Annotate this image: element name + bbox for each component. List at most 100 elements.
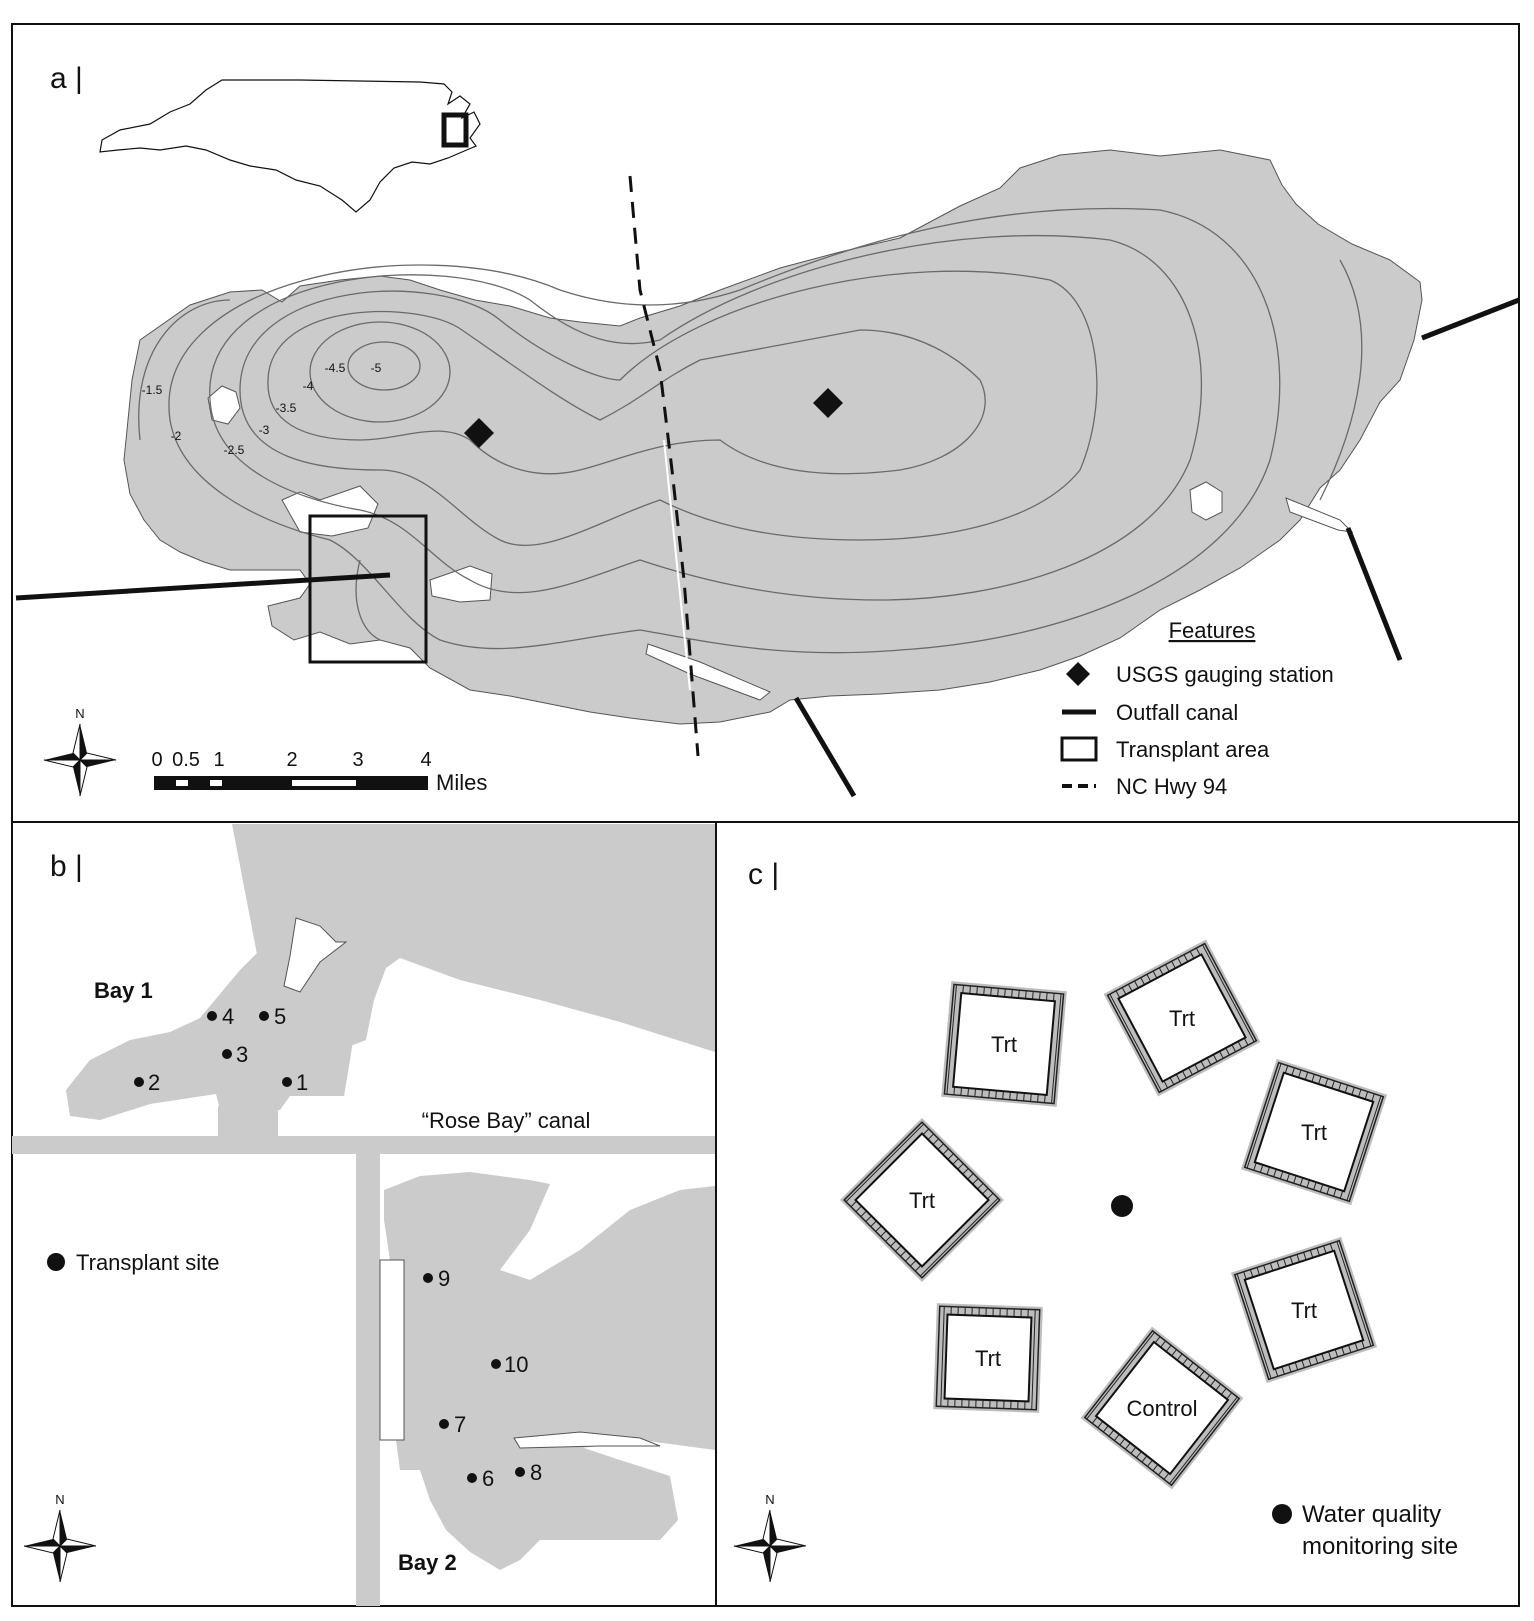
legend-item-label: Outfall canal: [1116, 700, 1238, 725]
open-rectangle-icon: [1060, 736, 1098, 762]
site-marker: [515, 1467, 525, 1477]
plot-label: Trt: [975, 1346, 1001, 1371]
site-label: 4: [222, 1004, 234, 1029]
plot-label: Trt: [1169, 1006, 1195, 1031]
water-quality-site-marker: [1111, 1195, 1133, 1217]
site-marker: [259, 1011, 269, 1021]
canal-inlet-south: [645, 643, 771, 701]
scale-tick: 0.5: [172, 749, 200, 771]
panel-c-label: c |: [748, 858, 779, 891]
depth-contours: [138, 207, 1363, 654]
legend-item-label: Transplant area: [1116, 737, 1270, 762]
inset-location-box: [441, 112, 469, 148]
site-label: 2: [148, 1070, 160, 1095]
legend-item-label: USGS gauging station: [1116, 662, 1334, 687]
land-strip: [379, 1259, 405, 1441]
plot-label: Trt: [909, 1188, 935, 1213]
nc-state-outline: [99, 79, 481, 213]
legend-title: Features: [1169, 618, 1256, 643]
contour-label: -3: [259, 423, 270, 437]
rose-bay-canal-label: “Rose Bay” canal: [422, 1108, 591, 1133]
site-label: 9: [438, 1266, 450, 1291]
transplant-area-box: [308, 514, 428, 664]
panel-c: c | Trt Trt Trt Trt Trt Trt Control Water qual…: [715, 821, 1520, 1607]
site-label: 6: [482, 1466, 494, 1491]
north-label-a: N: [75, 706, 84, 721]
site-label: 7: [454, 1412, 466, 1437]
site-marker: [439, 1419, 449, 1429]
scale-unit: Miles: [436, 770, 487, 795]
contour-label: -3.5: [276, 401, 297, 415]
panel-a: a | -5 -4.5 -4 -3.5: [11, 23, 1520, 823]
bay2-inlet: [513, 1431, 661, 1449]
site-marker: [282, 1077, 292, 1087]
transplant-site-legend-icon: [47, 1253, 65, 1271]
site-marker: [134, 1077, 144, 1087]
contour-label: -2.5: [224, 443, 245, 457]
contour-label: -4.5: [325, 361, 346, 375]
panel-a-label: a |: [50, 62, 83, 95]
canal-vertical: [356, 1150, 380, 1606]
site-marker: [222, 1049, 232, 1059]
site-marker: [467, 1473, 477, 1483]
site-label: 10: [504, 1352, 528, 1377]
treatment-plot: Trt: [941, 981, 1067, 1107]
outfall-canal-northeast: [1421, 297, 1520, 341]
treatment-plot: Trt: [933, 1303, 1043, 1413]
contour-label: -4: [303, 379, 314, 393]
transplant-site-legend: Transplant site: [76, 1250, 219, 1275]
scale-bar: 0 0.5 1 2 3 4 Miles: [151, 749, 487, 795]
canal-inlet-east: [1285, 497, 1354, 533]
island-bay1: [283, 917, 348, 993]
bay-2-label: Bay 2: [398, 1550, 457, 1575]
rose-bay-canal: [12, 1136, 716, 1154]
site-marker: [491, 1359, 501, 1369]
scale-tick: 4: [420, 749, 431, 771]
island-east: [1189, 481, 1223, 521]
site-label: 8: [530, 1460, 542, 1485]
island-west: [207, 385, 241, 425]
plot-label: Control: [1127, 1396, 1198, 1421]
diamond-icon: [1066, 662, 1090, 686]
water-quality-legend-line1: Water quality: [1302, 1501, 1441, 1528]
north-label-b: N: [55, 1492, 64, 1507]
outfall-canal-west: [15, 572, 391, 601]
scale-tick: 1: [213, 749, 224, 771]
treatment-plot: Trt: [1240, 1058, 1388, 1206]
scale-tick: 3: [352, 749, 363, 771]
gauging-station-west: [464, 418, 494, 448]
north-label-c: N: [765, 1492, 774, 1507]
legend-a: Features USGS gauging station Outfall ca…: [1060, 618, 1334, 799]
plot-label: Trt: [1291, 1298, 1317, 1323]
water-quality-legend-line2: monitoring site: [1302, 1533, 1458, 1560]
scale-tick: 0: [151, 749, 162, 771]
nc-hwy-94: [628, 175, 700, 757]
outfall-canal-south: [793, 696, 857, 798]
site-marker: [207, 1011, 217, 1021]
contour-label: -5: [371, 361, 382, 375]
panel-b: b | Bay 1 Bay 2 “Rose Bay” canal 1 2 3 4…: [11, 821, 717, 1607]
outfall-canal-east: [1345, 527, 1403, 661]
contour-label: -1.5: [142, 383, 163, 397]
gauging-station-east: [813, 388, 843, 418]
canal-connector: [218, 1106, 278, 1142]
site-marker: [423, 1273, 433, 1283]
site-label: 3: [236, 1042, 248, 1067]
site-label: 5: [274, 1004, 286, 1029]
plot-label: Trt: [991, 1032, 1017, 1057]
treatment-plot: Trt: [1103, 939, 1261, 1097]
site-label: 1: [296, 1070, 308, 1095]
shore-peninsula: [429, 565, 493, 603]
water-quality-legend-icon: [1272, 1504, 1292, 1524]
scale-tick: 2: [286, 749, 297, 771]
treatment-plot: Trt: [1230, 1236, 1378, 1384]
hwy-highlight: [663, 439, 691, 691]
bay-2-water: [384, 1172, 715, 1570]
control-plot: Control: [1080, 1326, 1244, 1490]
transplant-sites: 1 2 3 4 5 6 7 8 9 10: [134, 1004, 542, 1491]
legend-item-label: NC Hwy 94: [1116, 774, 1227, 799]
plot-label: Trt: [1301, 1120, 1327, 1145]
contour-label: -2: [171, 429, 182, 443]
contour-labels: -5 -4.5 -4 -3.5 -3 -2.5 -2 -1.5: [142, 361, 382, 457]
bay-1-label: Bay 1: [94, 978, 153, 1003]
